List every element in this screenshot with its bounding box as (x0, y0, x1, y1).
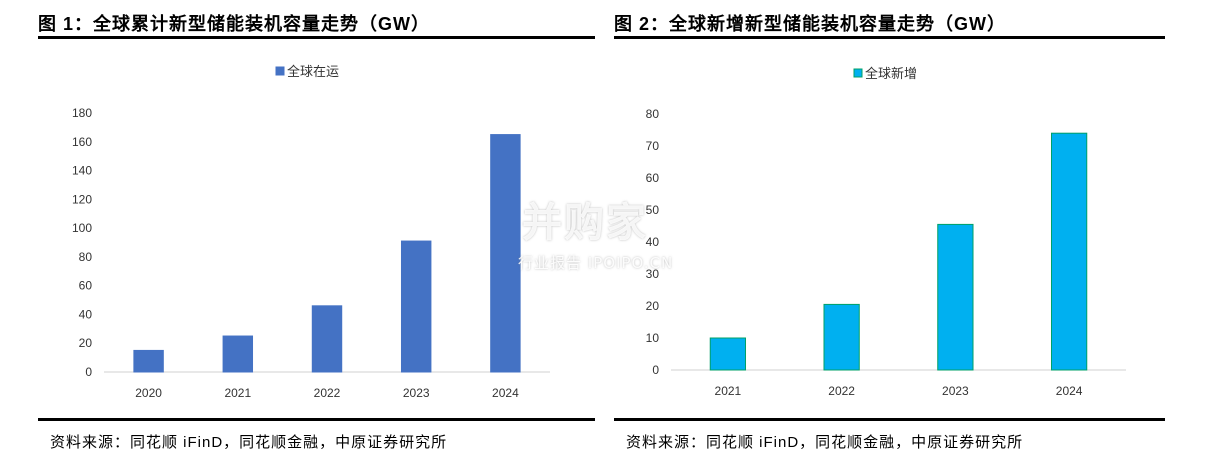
figure-1-source: 资料来源：同花顺 iFinD，同花顺金融，中原证券研究所 (50, 434, 448, 451)
bar-2023 (937, 223, 974, 371)
figure-1-bottom-rule (38, 418, 595, 421)
figure-2: 图 2：全球新增新型储能装机容量走势（GW） 0 10 20 30 40 50 60 70 80… (614, 0, 1165, 463)
x-tick-label: 2020 (135, 386, 162, 400)
y-tick-label: 60 (79, 279, 93, 293)
y-tick-label: 20 (646, 299, 660, 313)
x-tick-label: 2023 (942, 384, 969, 398)
y-tick-label: 40 (79, 307, 93, 321)
y-tick-label: 20 (79, 336, 93, 350)
x-tick-label: 2023 (403, 386, 430, 400)
bar-2020 (133, 349, 164, 373)
y-tick-label: 30 (646, 267, 660, 281)
bar-2024 (1050, 132, 1088, 371)
y-tick-label: 100 (72, 221, 92, 235)
y-tick-label: 60 (646, 171, 660, 185)
chart-2: 0 10 20 30 40 50 60 70 80 2021 2022 2023 2024 全球新增 (646, 66, 1126, 398)
figure-2-top-rule (614, 36, 1165, 39)
x-tick-label: 2024 (1056, 384, 1083, 398)
legend-label: 全球在运 (287, 64, 339, 80)
figure-2-bottom-rule (614, 418, 1165, 421)
x-tick-label: 2022 (314, 386, 341, 400)
legend: 全球在运 (275, 64, 339, 80)
y-tick-label: 120 (72, 192, 92, 206)
y-tick-label: 50 (646, 203, 660, 217)
legend: 全球新增 (853, 66, 917, 82)
x-tick-label: 2024 (492, 386, 519, 400)
y-tick-label: 0 (652, 363, 659, 377)
chart-1: 0 20 40 60 80 100 120 140 160 180 2020 2021 2022 2023… (72, 64, 550, 400)
figure-1-title: 图 1：全球累计新型储能装机容量走势（GW） (38, 14, 430, 34)
y-tick-label: 140 (72, 164, 92, 178)
y-tick-label: 70 (646, 139, 660, 153)
y-tick-label: 180 (72, 106, 92, 120)
figure-2-source: 资料来源：同花顺 iFinD，同花顺金融，中原证券研究所 (626, 434, 1024, 451)
bar-2021 (222, 335, 254, 373)
figure-2-title: 图 2：全球新增新型储能装机容量走势（GW） (614, 14, 1006, 34)
x-tick-label: 2022 (828, 384, 855, 398)
figure-1: 图 1：全球累计新型储能装机容量走势（GW） 0 20 40 60 80 100 120 14… (38, 0, 595, 463)
x-tick-label: 2021 (715, 384, 742, 398)
y-tick-label: 40 (646, 235, 660, 249)
y-tick-label: 10 (646, 331, 660, 345)
bar-2021 (709, 337, 747, 371)
figure-1-top-rule (38, 36, 595, 39)
y-tick-label: 160 (72, 135, 92, 149)
bar-2023 (400, 240, 432, 373)
bar-2022 (311, 305, 343, 373)
y-tick-label: 80 (646, 107, 660, 121)
bar-2024 (490, 134, 521, 373)
legend-swatch (275, 66, 285, 76)
y-tick-label: 0 (85, 365, 92, 379)
y-tick-label: 80 (79, 250, 93, 264)
bar-2022 (823, 303, 860, 371)
legend-label: 全球新增 (865, 66, 917, 82)
x-tick-label: 2021 (224, 386, 251, 400)
legend-swatch (853, 68, 863, 78)
